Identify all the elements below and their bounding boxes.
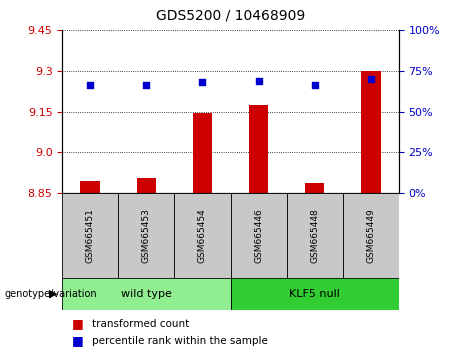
Bar [230, 278, 399, 310]
Bar [193, 113, 212, 193]
Text: GSM665454: GSM665454 [198, 208, 207, 263]
Text: GSM665446: GSM665446 [254, 208, 263, 263]
Point [199, 79, 206, 85]
Text: GDS5200 / 10468909: GDS5200 / 10468909 [156, 9, 305, 23]
Bar [118, 193, 174, 278]
Point [142, 82, 150, 88]
Bar [287, 193, 343, 278]
Text: percentile rank within the sample: percentile rank within the sample [92, 336, 268, 346]
Text: ▶: ▶ [49, 289, 58, 299]
Text: ■: ■ [71, 318, 83, 330]
Text: GSM665449: GSM665449 [366, 208, 375, 263]
Text: ■: ■ [71, 334, 83, 347]
Point [311, 82, 318, 88]
Text: KLF5 null: KLF5 null [289, 289, 340, 299]
Text: wild type: wild type [121, 289, 172, 299]
Bar [230, 193, 287, 278]
Point [87, 82, 94, 88]
Text: genotype/variation: genotype/variation [5, 289, 97, 299]
Bar [62, 193, 118, 278]
Text: GSM665451: GSM665451 [86, 208, 95, 263]
Bar [249, 105, 268, 193]
Bar [343, 193, 399, 278]
Bar [174, 193, 230, 278]
Point [255, 78, 262, 84]
Bar [305, 183, 325, 193]
Bar [136, 178, 156, 193]
Bar [81, 181, 100, 193]
Text: GSM665448: GSM665448 [310, 208, 319, 263]
Text: GSM665453: GSM665453 [142, 208, 151, 263]
Bar [62, 278, 230, 310]
Bar [361, 71, 380, 193]
Text: transformed count: transformed count [92, 319, 189, 329]
Point [367, 76, 374, 82]
